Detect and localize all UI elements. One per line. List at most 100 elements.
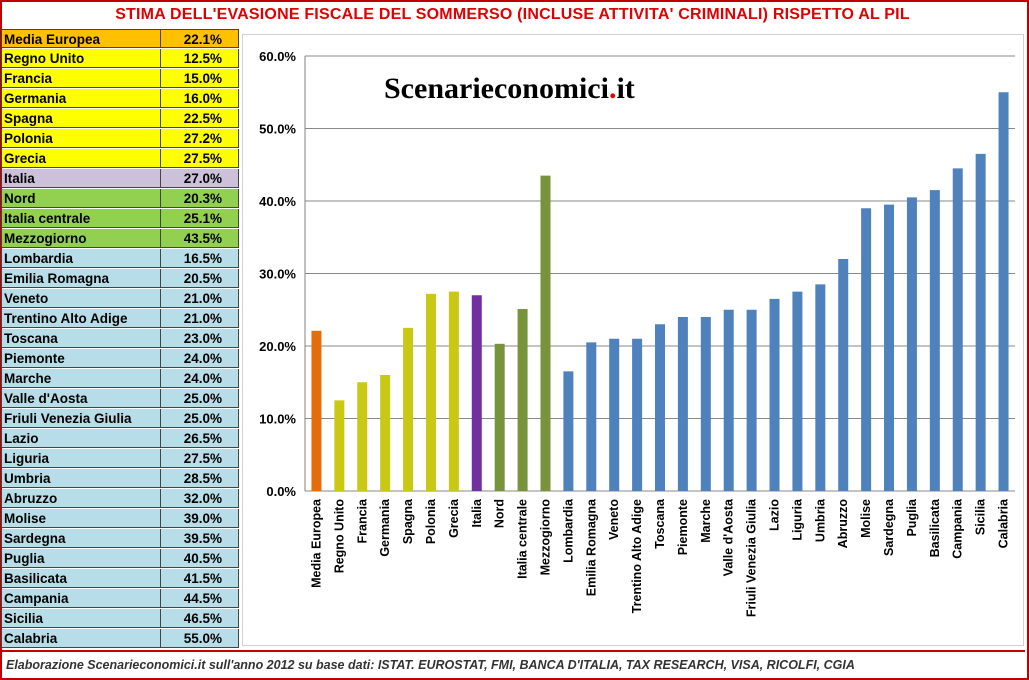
x-tick-label: Friuli Venezia Giulia [745, 498, 759, 617]
watermark-logo: Scenarieconomici.it [384, 72, 635, 106]
table-row: Spagna 22.5% [1, 109, 239, 129]
table-cell-name: Germania [1, 89, 161, 108]
table-row: Friuli Venezia Giulia 25.0% [1, 409, 239, 429]
table-cell-value: 20.3% [161, 189, 239, 208]
table-cell-value: 22.1% [161, 29, 239, 48]
table-cell-value: 21.0% [161, 309, 239, 328]
x-tick-label: Marche [699, 499, 713, 543]
bar [998, 92, 1009, 491]
bar [723, 309, 734, 491]
bar [632, 338, 643, 491]
x-tick-label: Toscana [653, 498, 667, 549]
watermark-tld: it [616, 72, 635, 105]
x-tick-label: Sicilia [974, 498, 988, 535]
bar [884, 204, 895, 491]
table-cell-value: 25.0% [161, 389, 239, 408]
table-cell-value: 22.5% [161, 109, 239, 128]
table-row: Calabria 55.0% [1, 629, 239, 649]
bar [540, 175, 551, 491]
bar [448, 291, 459, 491]
table-cell-name: Trentino Alto Adige [1, 309, 161, 328]
table-cell-value: 25.0% [161, 409, 239, 428]
table-row: Regno Unito 12.5% [1, 49, 239, 69]
x-tick-label: Veneto [607, 499, 621, 540]
table-cell-name: Polonia [1, 129, 161, 148]
x-tick-label: Grecia [447, 498, 461, 538]
bar [655, 324, 665, 491]
bar [311, 330, 322, 491]
y-tick-label: 60.0% [259, 49, 296, 64]
bar [471, 295, 482, 491]
watermark-main: Scenarieconomici [384, 72, 609, 105]
x-tick-label: Piemonte [676, 499, 690, 555]
x-tick-label: Campania [951, 498, 965, 559]
table-cell-name: Lazio [1, 429, 161, 448]
table-cell-value: 27.0% [161, 169, 239, 188]
x-tick-label: Germania [378, 498, 392, 557]
table-cell-value: 27.5% [161, 449, 239, 468]
table-cell-name: Abruzzo [1, 489, 161, 508]
table-row: Piemonte 24.0% [1, 349, 239, 369]
table-row: Basilicata 41.5% [1, 569, 239, 589]
table-cell-name: Media Europea [1, 29, 161, 48]
table-cell-value: 39.5% [161, 529, 239, 548]
table-cell-name: Nord [1, 189, 161, 208]
bar [952, 168, 963, 491]
x-tick-label: Lazio [768, 499, 782, 531]
table-row: Sicilia 46.5% [1, 609, 239, 629]
table-cell-value: 16.0% [161, 89, 239, 108]
table-cell-name: Spagna [1, 109, 161, 128]
x-tick-label: Puglia [905, 498, 919, 537]
table-cell-name: Emilia Romagna [1, 269, 161, 288]
table-cell-value: 55.0% [161, 629, 239, 648]
bar [929, 190, 940, 491]
bar [334, 400, 345, 491]
table-cell-value: 32.0% [161, 489, 239, 508]
x-tick-label: Calabria [997, 498, 1011, 548]
x-tick-label: Regno Unito [332, 499, 346, 574]
table-cell-value: 27.2% [161, 129, 239, 148]
table-row: Nord 20.3% [1, 189, 239, 209]
table-cell-value: 40.5% [161, 549, 239, 568]
bar [425, 293, 436, 491]
x-tick-label: Abruzzo [836, 499, 850, 549]
table-cell-name: Puglia [1, 549, 161, 568]
table-row: Veneto 21.0% [1, 289, 239, 309]
y-tick-label: 50.0% [259, 122, 296, 137]
table-cell-value: 26.5% [161, 429, 239, 448]
bar [906, 197, 917, 491]
bar [586, 342, 597, 491]
table-row: Mezzogiorno 43.5% [1, 229, 239, 249]
table-cell-value: 15.0% [161, 69, 239, 88]
table-cell-name: Grecia [1, 149, 161, 168]
table-row: Marche 24.0% [1, 369, 239, 389]
table-cell-name: Italia [1, 169, 161, 188]
table-row: Lazio 26.5% [1, 429, 239, 449]
table-row: Lombardia 16.5% [1, 249, 239, 269]
bar [746, 309, 757, 491]
chart-area [242, 34, 1024, 646]
table-row: Abruzzo 32.0% [1, 489, 239, 509]
table-cell-value: 46.5% [161, 609, 239, 628]
y-tick-label: 20.0% [259, 339, 296, 354]
x-tick-label: Liguria [790, 498, 804, 541]
table-cell-name: Liguria [1, 449, 161, 468]
table-row: Francia 15.0% [1, 69, 239, 89]
x-tick-label: Italia centrale [516, 499, 530, 579]
bar-chart: 0.0% 10.0% 20.0% 30.0% 40.0% 50.0% 60.0% Media … [259, 49, 1015, 617]
table-row: Puglia 40.5% [1, 549, 239, 569]
x-tick-label: Italia [470, 498, 484, 528]
x-tick-label: Polonia [424, 498, 438, 544]
x-tick-label: Nord [493, 499, 507, 528]
y-tick-label: 30.0% [259, 267, 296, 282]
table-cell-name: Marche [1, 369, 161, 388]
table-cell-value: 41.5% [161, 569, 239, 588]
bar [357, 382, 368, 491]
x-tick-label: Mezzogiorno [538, 499, 552, 576]
table-cell-value: 12.5% [161, 49, 239, 68]
bar [677, 317, 688, 491]
table-cell-name: Calabria [1, 629, 161, 648]
x-tick-label: Sardegna [882, 498, 896, 556]
table-row: Trentino Alto Adige 21.0% [1, 309, 239, 329]
table-cell-value: 24.0% [161, 349, 239, 368]
